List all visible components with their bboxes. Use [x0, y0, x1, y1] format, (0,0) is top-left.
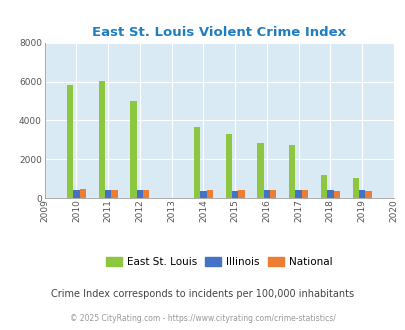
Bar [79, 189, 86, 198]
Bar [143, 190, 149, 198]
Bar [257, 143, 263, 198]
Text: © 2025 CityRating.com - https://www.cityrating.com/crime-statistics/: © 2025 CityRating.com - https://www.city… [70, 314, 335, 323]
Legend: East St. Louis, Illinois, National: East St. Louis, Illinois, National [102, 253, 336, 271]
Bar [288, 145, 295, 198]
Bar [263, 190, 269, 198]
Bar [364, 191, 371, 198]
Bar [98, 81, 105, 198]
Bar [352, 178, 358, 198]
Bar [295, 190, 301, 198]
Bar [320, 175, 326, 198]
Bar [333, 191, 339, 198]
Bar [269, 190, 276, 198]
Bar [206, 190, 212, 198]
Title: East St. Louis Violent Crime Index: East St. Louis Violent Crime Index [92, 26, 345, 39]
Bar [200, 191, 206, 198]
Bar [73, 190, 79, 198]
Bar [231, 191, 238, 198]
Bar [193, 127, 200, 198]
Bar [358, 190, 364, 198]
Bar [225, 134, 231, 198]
Bar [67, 84, 73, 198]
Bar [238, 190, 244, 198]
Bar [111, 190, 117, 198]
Bar [301, 190, 307, 198]
Bar [136, 190, 143, 198]
Bar [326, 190, 333, 198]
Bar [130, 101, 136, 198]
Bar [105, 190, 111, 198]
Text: Crime Index corresponds to incidents per 100,000 inhabitants: Crime Index corresponds to incidents per… [51, 289, 354, 299]
